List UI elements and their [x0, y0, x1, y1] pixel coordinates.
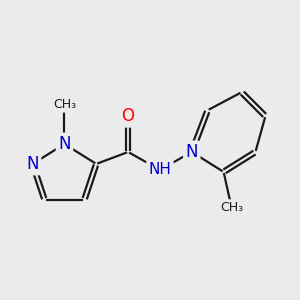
- Text: CH₃: CH₃: [220, 201, 243, 214]
- Text: O: O: [122, 107, 135, 125]
- Text: N: N: [185, 143, 198, 161]
- Text: NH: NH: [148, 162, 171, 177]
- Text: N: N: [58, 135, 71, 153]
- Text: N: N: [26, 155, 39, 173]
- Text: CH₃: CH₃: [53, 98, 76, 111]
